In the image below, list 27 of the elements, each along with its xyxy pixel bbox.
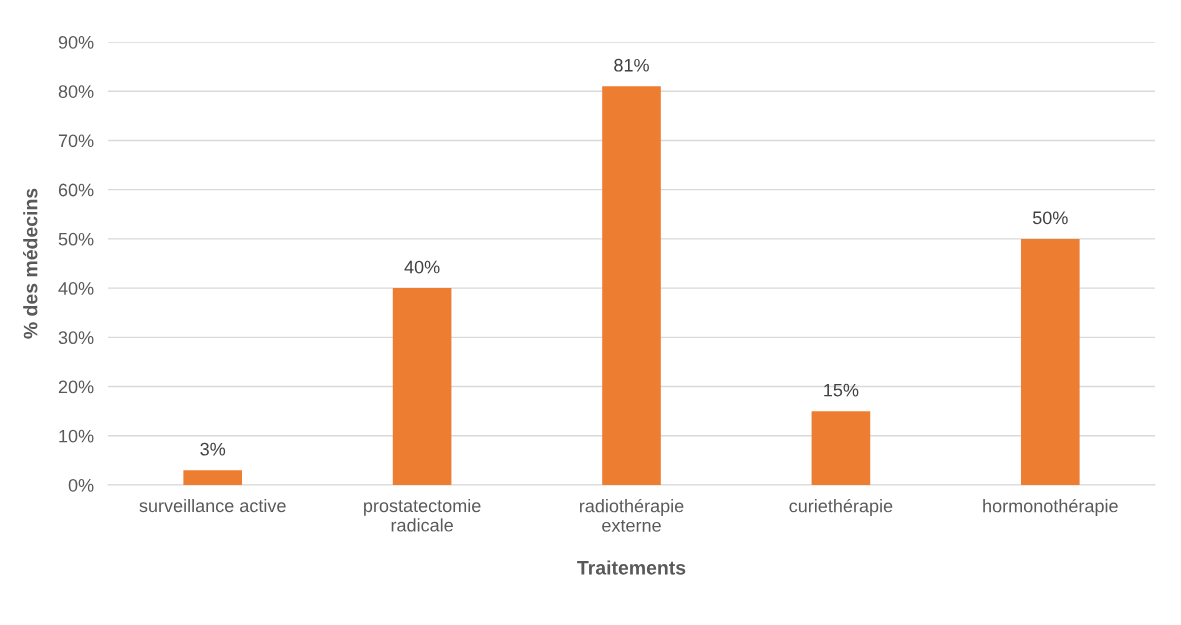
y-tick-label: 80% (58, 85, 94, 98)
x-tick-label: curiethérapie (789, 498, 893, 516)
y-tick-label: 20% (58, 380, 94, 394)
bar (392, 288, 452, 485)
bar (602, 86, 661, 485)
y-tick-label: 30% (58, 331, 94, 345)
y-tick-label: 90% (58, 35, 94, 49)
x-tick-label: prostatectomie radicale (364, 498, 481, 532)
y-tick-label: 0% (68, 478, 94, 492)
y-axis-title: % des médecins (23, 188, 38, 339)
data-label: 40% (404, 260, 440, 274)
y-tick-label: 50% (58, 232, 94, 246)
data-label: 15% (824, 383, 859, 397)
data-label: 81% (614, 58, 649, 72)
data-label: 3% (200, 442, 226, 456)
y-tick-label: 70% (58, 134, 94, 148)
y-tick-label: 40% (58, 282, 94, 295)
bar (1020, 238, 1080, 485)
y-tick-label: 60% (58, 183, 94, 197)
bar (811, 411, 871, 485)
data-label: 50% (1032, 211, 1068, 225)
bar (183, 470, 243, 485)
x-tick-label: radiothérapie externe (580, 498, 684, 532)
x-axis-title: Traitements (577, 560, 686, 575)
x-tick-label: surveillance active (139, 498, 286, 513)
x-tick-label: hormonothérapie (983, 498, 1118, 516)
y-tick-label: 10% (59, 429, 94, 443)
